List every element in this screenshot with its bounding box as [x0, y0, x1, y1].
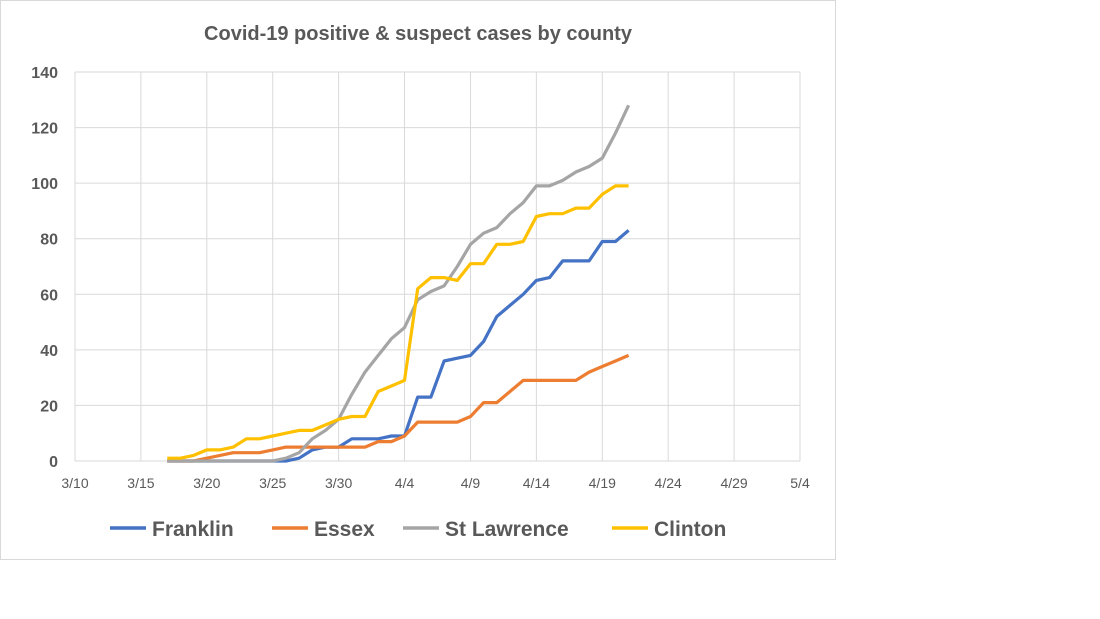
y-tick-label: 0: [49, 454, 58, 471]
chart-area: [0, 0, 836, 560]
legend-label: Clinton: [654, 518, 726, 541]
y-tick-label: 40: [40, 343, 58, 360]
y-tick-label: 80: [40, 232, 58, 249]
x-tick-label: 3/15: [127, 475, 154, 491]
x-tick-label: 4/4: [395, 475, 415, 491]
x-tick-label: 4/14: [523, 475, 550, 491]
x-tick-label: 3/25: [259, 475, 286, 491]
x-tick-label: 4/24: [655, 475, 682, 491]
x-tick-label: 5/4: [790, 475, 810, 491]
series-line-st-lawrence: [167, 104, 631, 463]
y-tick-label: 120: [31, 121, 58, 138]
legend-label: Franklin: [152, 518, 234, 541]
legend-label: Essex: [314, 518, 375, 541]
series-line-franklin: [167, 229, 630, 463]
x-tick-label: 3/10: [61, 475, 88, 491]
x-tick-label: 3/30: [325, 475, 352, 491]
y-tick-label: 100: [31, 176, 58, 193]
y-tick-label: 140: [31, 65, 58, 82]
x-tick-label: 3/20: [193, 475, 220, 491]
x-tick-label: 4/9: [461, 475, 481, 491]
chart-title: Covid-19 positive & suspect cases by cou…: [204, 23, 633, 45]
series-line-essex: [167, 353, 630, 463]
y-tick-label: 60: [40, 287, 58, 304]
x-tick-label: 4/19: [589, 475, 616, 491]
x-tick-label: 4/29: [720, 475, 747, 491]
series-line-clinton: [167, 184, 629, 460]
legend-label: St Lawrence: [445, 518, 569, 541]
y-tick-label: 20: [40, 398, 58, 415]
